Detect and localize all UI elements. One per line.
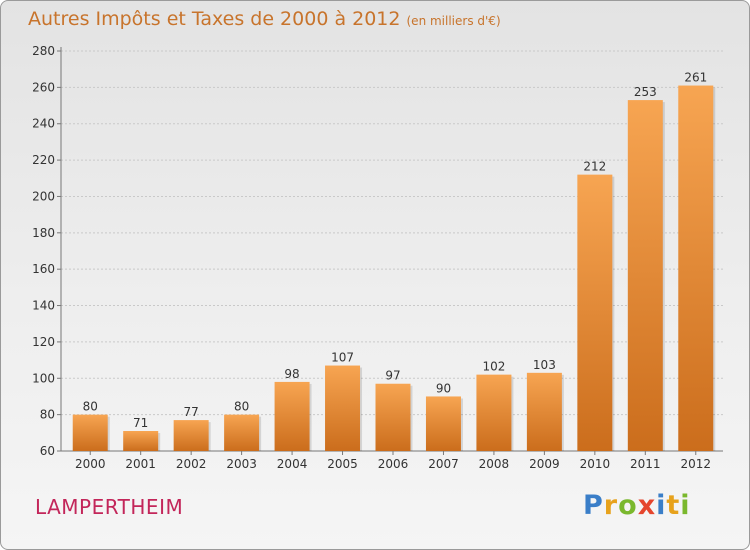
- data-label: 102: [482, 360, 505, 374]
- bar: [526, 372, 562, 451]
- data-label: 103: [533, 358, 556, 372]
- x-tick-label: 2000: [75, 457, 106, 471]
- y-tick-label: 180: [32, 226, 55, 240]
- bar: [375, 383, 411, 451]
- x-tick-label: 2008: [479, 457, 510, 471]
- x-tick-label: 2009: [529, 457, 560, 471]
- data-label: 77: [184, 405, 199, 419]
- y-tick-label: 100: [32, 371, 55, 385]
- bar: [123, 431, 159, 451]
- data-label: 90: [436, 381, 451, 395]
- y-tick-label: 200: [32, 189, 55, 203]
- bar: [224, 414, 260, 451]
- x-tick-label: 2002: [176, 457, 207, 471]
- bar: [577, 174, 613, 452]
- chart-subtitle: (en milliers d'€): [406, 14, 501, 28]
- bar: [325, 365, 361, 451]
- y-tick-label: 160: [32, 262, 55, 276]
- x-tick-label: 2010: [580, 457, 611, 471]
- bar: [173, 420, 209, 451]
- data-label: 71: [133, 416, 148, 430]
- x-tick-label: 2003: [226, 457, 257, 471]
- x-tick-label: 2007: [428, 457, 459, 471]
- x-tick-label: 2001: [125, 457, 156, 471]
- y-tick-label: 80: [40, 408, 55, 422]
- y-tick-label: 220: [32, 153, 55, 167]
- proxiti-logo[interactable]: Proxiti: [583, 490, 691, 521]
- x-tick-label: 2011: [630, 457, 661, 471]
- data-label: 261: [684, 71, 707, 85]
- y-tick-label: 280: [32, 44, 55, 58]
- bar: [627, 100, 663, 451]
- data-label: 80: [83, 400, 98, 414]
- bar: [476, 374, 512, 451]
- x-tick-label: 2012: [680, 457, 711, 471]
- title-row: Autres Impôts et Taxes de 2000 à 2012 (en…: [28, 8, 501, 30]
- y-tick-label: 260: [32, 80, 55, 94]
- bar: [72, 414, 108, 451]
- x-tick-label: 2005: [327, 457, 358, 471]
- data-label: 212: [583, 160, 606, 174]
- y-tick-label: 140: [32, 299, 55, 313]
- data-label: 253: [634, 85, 657, 99]
- y-tick-label: 120: [32, 335, 55, 349]
- bar: [274, 381, 310, 451]
- grid-lines: [61, 50, 723, 416]
- bars: [72, 85, 716, 452]
- y-tick-label: 60: [40, 444, 55, 458]
- data-label: 98: [284, 367, 299, 381]
- data-labels: 80 71 77 80 98 107 97 90 102 103 212 253 261: [83, 71, 708, 430]
- axes: 60 80 100 120 140 160 180 200 220 240 260 280 2000 20…: [32, 44, 723, 471]
- x-tick-label: 2006: [378, 457, 409, 471]
- chart-title: Autres Impôts et Taxes de 2000 à 2012: [28, 8, 401, 30]
- data-label: 80: [234, 400, 249, 414]
- city-name: LAMPERTHEIM: [35, 495, 184, 519]
- data-label: 107: [331, 351, 354, 365]
- y-tick-label: 240: [32, 117, 55, 131]
- bar: [425, 396, 461, 451]
- x-tick-label: 2004: [277, 457, 308, 471]
- bar: [678, 85, 714, 451]
- data-label: 97: [385, 369, 400, 383]
